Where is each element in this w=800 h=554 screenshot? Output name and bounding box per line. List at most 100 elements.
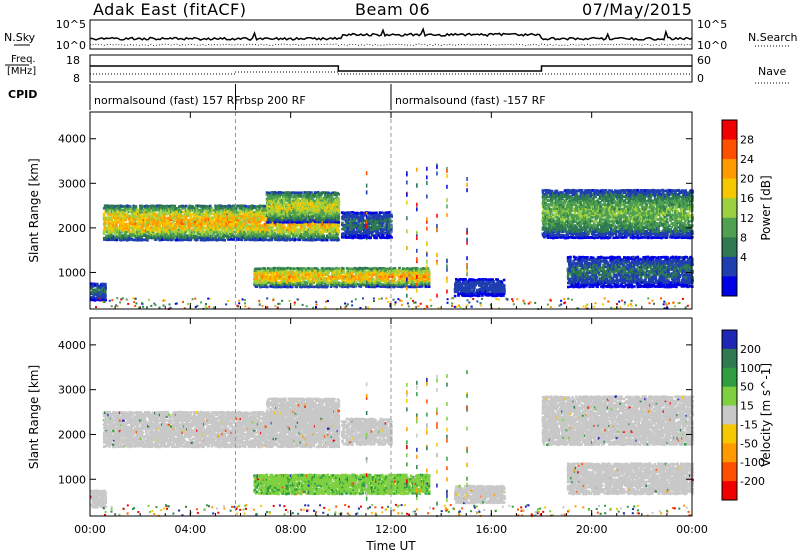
echo-cell (342, 267, 345, 270)
echo-cell (311, 239, 314, 242)
echo-cell (381, 224, 384, 227)
echo-cell (335, 267, 338, 270)
echo-cell (338, 207, 341, 210)
echo-cell (383, 267, 386, 270)
echo-cell (115, 239, 118, 242)
echo-cell (358, 220, 361, 223)
echo-cell (337, 215, 340, 218)
freq-strip-frame (90, 55, 692, 82)
echo-cell (428, 278, 431, 281)
echo-cell (245, 222, 248, 225)
echo-cell (348, 218, 351, 221)
echo-cell (107, 231, 110, 234)
power-panel (90, 112, 737, 310)
echo-cell (193, 207, 196, 210)
echo-cell (428, 273, 431, 276)
echo-cell (382, 231, 385, 234)
echo-cell (115, 223, 118, 226)
echo-cell (259, 205, 262, 208)
echo-cell (204, 239, 207, 242)
echo-cell (294, 238, 297, 241)
echo-cell (134, 239, 137, 242)
echo-cell (155, 214, 158, 217)
echo-cell (120, 208, 123, 211)
echo-cell (332, 191, 335, 194)
echo-cell (382, 234, 385, 237)
echo-cell (338, 204, 341, 207)
echo-cell (382, 236, 385, 239)
echo-cell (299, 283, 302, 286)
echo-cell (291, 286, 294, 289)
echo-cell (223, 239, 226, 242)
echo-cell (114, 209, 117, 212)
echo-cell (104, 223, 107, 226)
echo-cell (190, 217, 193, 220)
echo-cell (236, 221, 239, 224)
echo-cell (274, 221, 277, 224)
echo-cell (323, 235, 326, 238)
echo-cell (211, 216, 214, 219)
echo-cell (366, 267, 369, 270)
echo-cell (282, 286, 285, 289)
echo-cell (376, 237, 379, 240)
echo-cell (141, 205, 144, 208)
nsearch-tick-low: 10^0 (697, 39, 727, 52)
echo-cell (266, 286, 269, 289)
freq-tick-low: 8 (73, 72, 80, 85)
echo-cell (214, 204, 217, 207)
echo-cell (135, 205, 138, 208)
nsky-series-line (90, 29, 692, 40)
echo-cell (204, 223, 207, 226)
echo-cell (189, 213, 192, 216)
echo-cell (233, 235, 236, 238)
echo-cell (233, 205, 236, 208)
echo-cell (346, 211, 349, 214)
echo-cell (268, 211, 271, 214)
echo-cell (326, 239, 329, 242)
echo-cell (337, 239, 340, 242)
echo-cell (108, 213, 111, 216)
echo-cell (352, 211, 355, 214)
echo-cell (289, 282, 292, 285)
echo-cell (341, 222, 344, 225)
echo-cell (139, 211, 142, 214)
echo-cell (337, 193, 340, 196)
cpid-segment-label: normalsound (fast) -157 RF (395, 94, 546, 107)
echo-cell (337, 229, 340, 232)
nsearch-series-line (90, 44, 692, 46)
echo-cell (328, 200, 331, 203)
nave-tick-high: 60 (697, 54, 711, 67)
echo-cell (111, 219, 114, 222)
echo-cell (140, 221, 143, 224)
echo-cell (337, 198, 340, 201)
echo-cell (140, 215, 143, 218)
echo-cell (300, 191, 303, 194)
echo-cell (279, 218, 282, 221)
echo-cell (376, 268, 379, 271)
echo-cell (235, 207, 238, 210)
echo-cell (398, 267, 401, 270)
echo-cell (350, 268, 353, 271)
echo-cell (335, 286, 338, 289)
echo-cell (165, 213, 168, 216)
nsky-tick-high: 10^5 (56, 18, 86, 31)
cpid-segment-label: normalsound (fast) 157 RF (94, 94, 241, 107)
echo-cell (256, 285, 259, 288)
echo-cell (289, 235, 292, 238)
freq-tick-high: 18 (66, 54, 80, 67)
echo-cell (283, 239, 286, 242)
echo-cell (337, 221, 340, 224)
echo-cell (170, 225, 173, 228)
echo-cell (320, 197, 323, 200)
echo-cell (352, 286, 355, 289)
echo-cell (142, 225, 145, 228)
echo-cell (316, 211, 319, 214)
echo-cell (159, 211, 162, 214)
echo-cell (199, 216, 202, 219)
echo-cell (299, 279, 302, 282)
echo-cell (288, 211, 291, 214)
cpid-segment-label: rbsp 200 RF (239, 94, 305, 107)
echo-cell (388, 211, 391, 214)
nave-series-line (90, 72, 692, 74)
echo-cell (382, 212, 385, 215)
